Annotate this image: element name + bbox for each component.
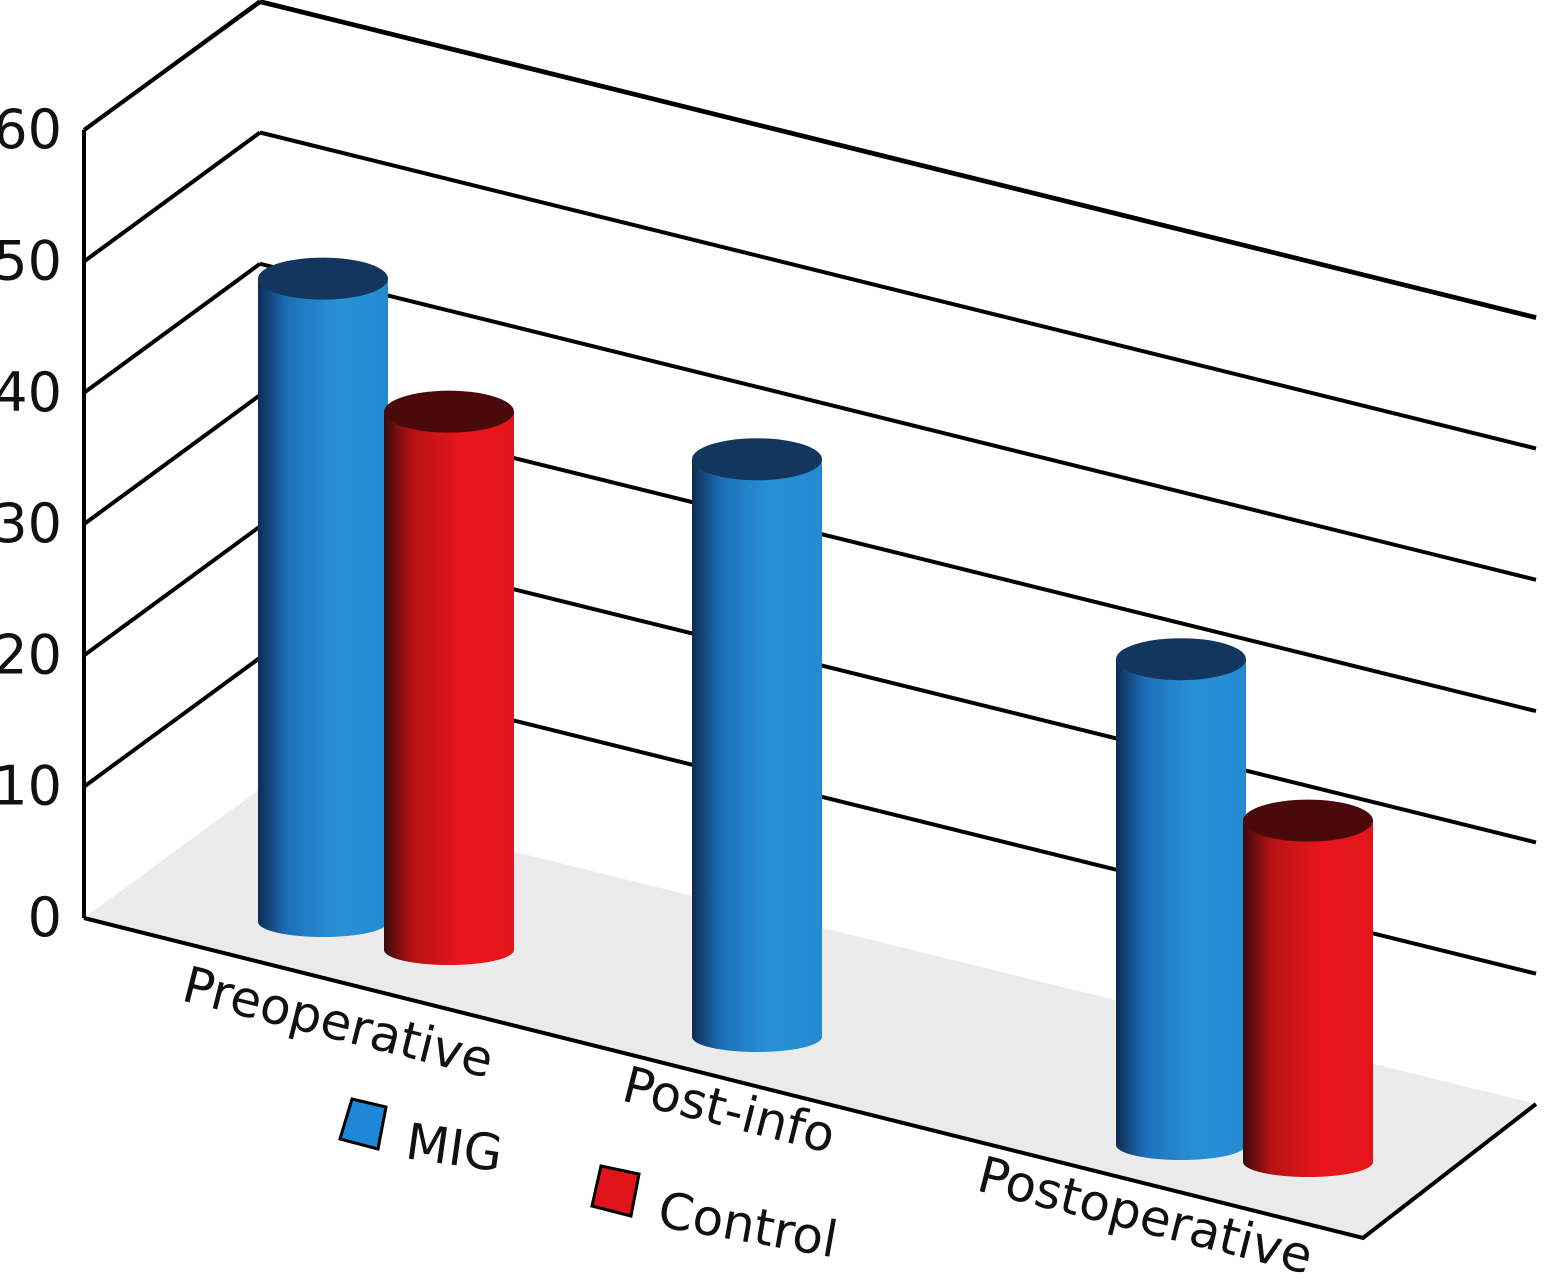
y-tick-label: 20	[0, 623, 62, 686]
legend-swatch-control	[590, 1164, 641, 1218]
bar-body	[692, 459, 822, 1052]
y-tick-label: 40	[0, 361, 62, 424]
gridline-back	[259, 261, 1537, 582]
y-tick-label: 10	[0, 755, 62, 818]
back-wall-edges	[82, 0, 1537, 918]
gridline-left	[82, 130, 262, 264]
bar-body	[1116, 659, 1246, 1160]
bar-body	[1243, 820, 1373, 1177]
y-tick-label: 50	[0, 230, 62, 293]
bar-mig-preoperative	[258, 257, 388, 937]
legend-item-control: Control	[590, 1164, 842, 1270]
gridline-left	[82, 524, 262, 658]
bar-top	[1116, 638, 1246, 681]
bars	[258, 257, 1373, 1177]
y-tick-label: 60	[0, 98, 62, 161]
bar-mig-post-info	[692, 438, 822, 1052]
y-tick-label: 30	[0, 492, 62, 555]
legend-swatch-mig	[338, 1097, 388, 1151]
legend-item-mig: MIG	[338, 1097, 506, 1183]
bar-control-preoperative	[384, 390, 514, 965]
bar-top	[692, 438, 822, 481]
gridline-left	[82, 393, 262, 526]
y-axis-ticks: 0 10 20 30 40 50 60	[0, 98, 62, 949]
bar-control-postoperative	[1243, 799, 1373, 1177]
bar-top	[1243, 799, 1373, 842]
bar-mig-postoperative	[1116, 638, 1246, 1160]
legend-label-control: Control	[654, 1181, 842, 1270]
bar-body	[258, 278, 388, 937]
legend-label-mig: MIG	[402, 1112, 506, 1183]
bar-top	[384, 390, 514, 433]
gridline-left	[82, 262, 262, 395]
bar-top	[258, 257, 388, 300]
bar-body	[384, 411, 514, 965]
y-tick-label: 0	[28, 886, 62, 949]
gridline-back	[259, 130, 1537, 451]
gridline-left	[82, 656, 262, 789]
